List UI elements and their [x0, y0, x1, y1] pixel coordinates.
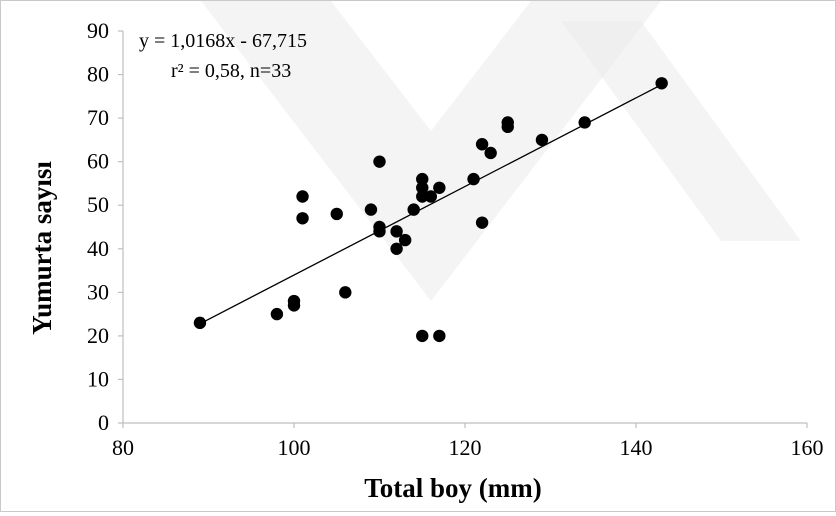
data-point — [416, 329, 429, 343]
x-axis-ticks: 80 100 120 140 160 — [112, 423, 824, 460]
data-points — [193, 77, 668, 343]
data-point — [390, 225, 403, 238]
y-tick-label: 20 — [87, 323, 109, 348]
watermark-stripe — [561, 21, 801, 241]
data-point — [416, 190, 429, 203]
data-point — [193, 316, 207, 330]
data-point — [416, 181, 429, 194]
data-point — [475, 138, 489, 151]
y-axis-ticks: 0 10 20 30 40 50 60 70 80 90 — [87, 18, 123, 435]
data-point — [296, 190, 309, 203]
x-tick-label: 100 — [278, 435, 311, 460]
data-point — [416, 172, 429, 186]
data-point — [339, 286, 352, 299]
y-tick-label: 30 — [87, 279, 109, 304]
data-point — [287, 294, 301, 308]
y-tick-label: 40 — [87, 236, 109, 261]
data-point — [424, 190, 437, 203]
data-point — [655, 77, 668, 90]
y-tick-label: 90 — [87, 18, 109, 43]
y-axis-title: Yumurta sayısı — [27, 161, 57, 335]
data-point — [398, 233, 412, 247]
data-point — [330, 207, 343, 221]
data-point — [364, 203, 378, 216]
watermark-chevron — [201, 1, 661, 301]
y-tick-label: 80 — [87, 62, 109, 87]
data-point — [484, 146, 497, 160]
data-point — [373, 225, 386, 238]
y-tick-label: 0 — [98, 410, 109, 435]
data-point — [296, 212, 309, 225]
x-tick-label: 160 — [791, 435, 824, 460]
data-point — [535, 133, 549, 147]
y-tick-label: 60 — [87, 149, 109, 174]
y-tick-label: 70 — [87, 105, 109, 130]
y-tick-label: 10 — [87, 366, 109, 391]
watermark-graphic — [201, 1, 801, 301]
x-axis-title: Total boy (mm) — [364, 473, 542, 503]
data-point — [407, 203, 420, 216]
data-point — [433, 329, 446, 343]
data-point — [467, 172, 480, 186]
data-point — [390, 242, 403, 255]
data-point — [433, 181, 446, 194]
x-tick-label: 140 — [620, 435, 653, 460]
regression-stats: r² = 0,58, n=33 — [171, 60, 291, 82]
data-point — [578, 116, 591, 129]
data-point — [270, 307, 284, 321]
data-point — [373, 155, 386, 168]
x-tick-label: 80 — [112, 435, 134, 460]
y-tick-label: 50 — [87, 192, 109, 217]
regression-equation: y = 1,0168x - 67,715 — [139, 30, 307, 52]
data-point — [475, 216, 489, 229]
data-point — [501, 120, 514, 134]
x-tick-label: 120 — [449, 435, 482, 460]
